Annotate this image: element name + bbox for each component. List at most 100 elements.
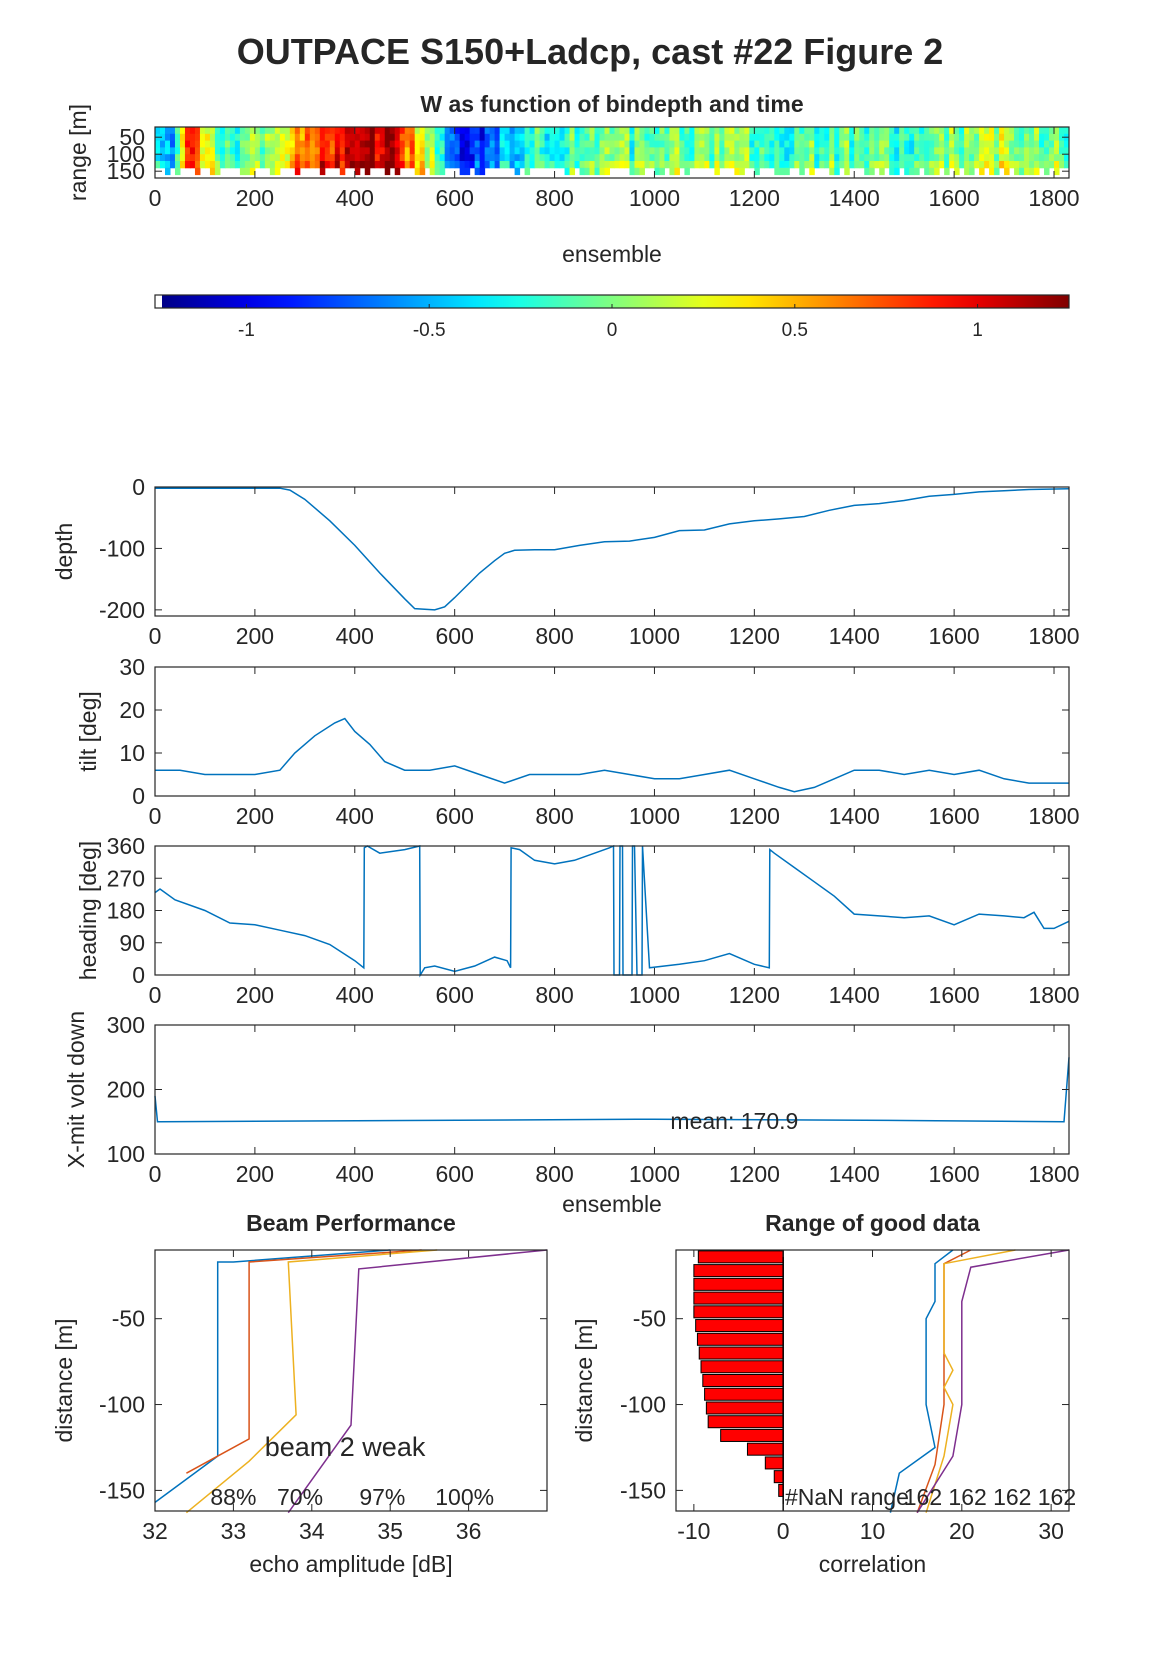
w-cell xyxy=(514,161,521,169)
w-cell xyxy=(159,161,166,169)
w-cell xyxy=(279,140,286,148)
w-cell xyxy=(339,167,346,176)
w-cell xyxy=(754,127,760,135)
w-cell xyxy=(434,133,441,142)
w-cell xyxy=(549,127,556,135)
w-cell xyxy=(1004,133,1010,142)
w-cell xyxy=(554,147,561,155)
w-cell xyxy=(844,133,850,142)
w-cell xyxy=(344,140,351,148)
w-cell xyxy=(739,133,745,142)
w-cell xyxy=(349,127,356,135)
w-cell xyxy=(189,127,196,135)
w-cell xyxy=(304,127,311,135)
w-cell xyxy=(799,133,805,142)
w-cell xyxy=(889,133,895,142)
w-cell xyxy=(459,154,466,162)
w-cell xyxy=(324,127,331,135)
w-cell xyxy=(714,133,720,142)
depth-ytick-label: -200 xyxy=(99,597,145,623)
w-cell xyxy=(189,133,196,142)
w-cell xyxy=(1004,154,1010,162)
w-cell xyxy=(359,147,366,155)
w-cell xyxy=(384,147,391,155)
w-cell xyxy=(209,167,216,176)
w-cell xyxy=(334,154,341,162)
w-cell xyxy=(249,140,256,148)
w-cell xyxy=(369,161,376,169)
w-cell xyxy=(289,127,296,135)
w-cell xyxy=(1064,147,1070,155)
w-cell xyxy=(879,140,885,148)
w_image-xtick-label: 1600 xyxy=(929,185,980,211)
w-cell xyxy=(854,140,860,148)
w-cell xyxy=(1054,161,1060,169)
w-cell xyxy=(374,127,381,135)
w-cell xyxy=(454,154,461,162)
w-cell xyxy=(319,140,326,148)
beam_performance-ytick-label: -150 xyxy=(99,1477,145,1503)
w-cell xyxy=(774,133,780,142)
w-cell xyxy=(1019,133,1025,142)
w-cell xyxy=(789,161,795,169)
w-cell xyxy=(1019,147,1025,155)
w-cell xyxy=(959,147,965,155)
w-cell xyxy=(889,167,895,176)
w-cell xyxy=(784,167,790,176)
depth-xtick-label: 1400 xyxy=(829,623,880,649)
w-cell xyxy=(654,147,660,155)
w-cell xyxy=(474,140,481,148)
w-cell xyxy=(879,133,885,142)
w-cell xyxy=(754,161,760,169)
w-cell xyxy=(1039,133,1045,142)
w-cell xyxy=(1054,154,1060,162)
w-cell xyxy=(504,147,511,155)
w-cell xyxy=(719,127,725,135)
w-cell xyxy=(779,147,785,155)
w-cell xyxy=(194,167,201,176)
w-cell xyxy=(514,167,521,176)
w-cell xyxy=(924,140,930,148)
w-cell xyxy=(594,161,601,169)
w-cell xyxy=(189,140,196,148)
w-cell xyxy=(244,154,251,162)
w-cell xyxy=(639,154,645,162)
w-cell xyxy=(299,127,306,135)
w-cell xyxy=(994,154,1000,162)
w-cell xyxy=(449,140,456,148)
w-cell xyxy=(419,167,426,176)
w-cell xyxy=(429,127,436,135)
w-cell xyxy=(859,133,865,142)
w-cell xyxy=(244,140,251,148)
w-cell xyxy=(294,127,301,135)
w-cell xyxy=(609,127,615,135)
w-cell xyxy=(744,161,750,169)
w-cell xyxy=(549,133,556,142)
w-cell xyxy=(239,154,246,162)
w-cell xyxy=(339,133,346,142)
w-cell xyxy=(964,161,970,169)
w-cell xyxy=(894,154,900,162)
w_image-ytick-label: 100 xyxy=(107,141,145,167)
w-cell xyxy=(449,133,456,142)
w-cell xyxy=(734,154,740,162)
w-cell xyxy=(1024,161,1030,169)
w-cell xyxy=(999,161,1005,169)
w-cell xyxy=(969,161,975,169)
w-cell xyxy=(409,127,416,135)
w-cell xyxy=(524,140,531,148)
w-cell xyxy=(544,154,551,162)
w-cell xyxy=(189,161,196,169)
w-cell xyxy=(429,147,436,155)
w-cell xyxy=(219,127,226,135)
w-cell xyxy=(1064,154,1070,162)
w-cell xyxy=(914,133,920,142)
w-cell xyxy=(169,161,176,169)
w-cell xyxy=(924,133,930,142)
w-cell xyxy=(929,133,935,142)
w-cell xyxy=(514,127,521,135)
w-cell xyxy=(859,147,865,155)
w-cell xyxy=(829,154,835,162)
w-cell xyxy=(899,161,905,169)
w-cell xyxy=(1014,133,1020,142)
